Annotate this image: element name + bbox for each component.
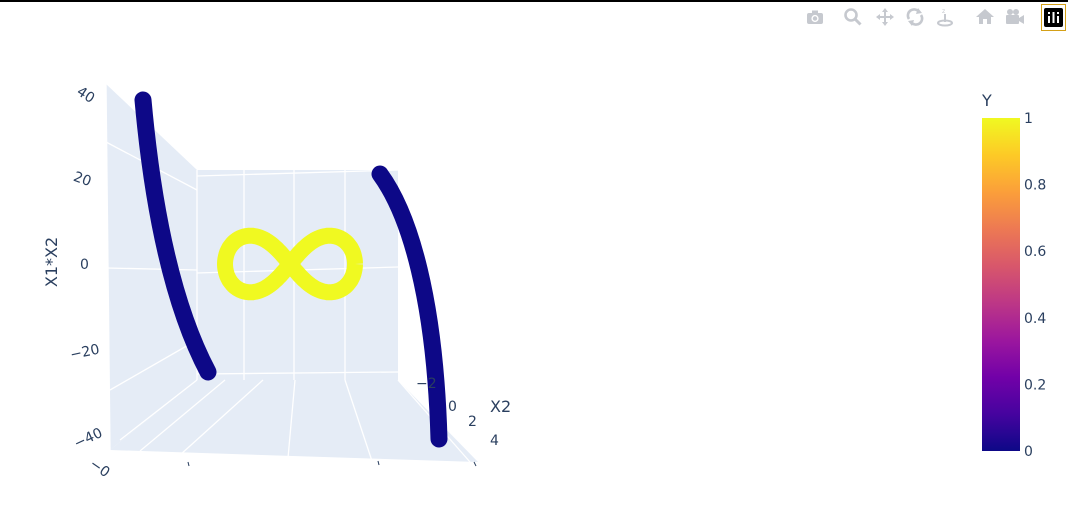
gridline — [139, 379, 226, 452]
scene-gridlines — [105, 83, 471, 463]
orbit-icon[interactable] — [902, 4, 928, 30]
x-tick-mark — [377, 460, 380, 466]
gridline — [109, 339, 198, 391]
y-tick-label: 0 — [448, 399, 457, 415]
colorbar-tick-label: 0.8 — [1024, 178, 1046, 194]
modebar: z — [800, 4, 1068, 32]
gridline — [119, 379, 198, 441]
camera-icon[interactable] — [802, 4, 828, 30]
plotly-logo-icon — [1044, 8, 1063, 27]
top-border — [0, 0, 1068, 2]
colorbar-tick-label: 0.4 — [1024, 311, 1046, 327]
left-wall — [106, 84, 197, 450]
home-icon[interactable] — [972, 4, 998, 30]
scatter-series[interactable] — [134, 91, 448, 448]
y-axis-title: X2 — [490, 397, 511, 416]
zoom-icon[interactable] — [840, 4, 866, 30]
floor — [110, 380, 478, 462]
x-tick-mark — [473, 461, 477, 467]
z-axis: 40 20 0 −20 −40 X1*X2 — [42, 84, 105, 452]
gridline — [287, 379, 296, 459]
y-tick-label: 2 — [468, 414, 477, 430]
gridline — [105, 83, 111, 451]
gridline — [196, 371, 399, 375]
camera-view-icon[interactable] — [1002, 4, 1028, 30]
turntable-icon[interactable]: z — [932, 4, 958, 30]
y-tick-label: −2 — [416, 376, 437, 392]
colorbar-tick-label: 1 — [1024, 111, 1033, 127]
z-tick-label: 40 — [74, 84, 98, 107]
colorbar-tick-label: 0 — [1024, 444, 1033, 460]
svg-text:z: z — [942, 8, 945, 15]
class-0-strand[interactable] — [371, 165, 448, 448]
colorbar-title: Y — [981, 91, 992, 110]
y-tick-label: 4 — [490, 433, 499, 449]
colorbar: Y 1 0.8 0.6 0.4 0.2 0 — [981, 91, 1046, 460]
gridline — [105, 267, 198, 271]
z-tick-label: 0 — [80, 257, 89, 273]
gridline — [179, 379, 264, 456]
scene-background — [106, 84, 478, 462]
plotly-logo[interactable] — [1041, 4, 1066, 31]
x-tick-mark — [187, 461, 190, 467]
z-tick-label: −20 — [69, 342, 101, 364]
y-axis: −2 0 2 4 X2 — [416, 376, 511, 449]
gridline — [196, 169, 399, 177]
colorbar-gradient — [982, 118, 1020, 451]
z-tick-label: −40 — [72, 425, 106, 452]
z-axis-title: X1*X2 — [42, 237, 61, 287]
colorbar-tick-label: 0.6 — [1024, 244, 1046, 260]
z-tick-label: 20 — [71, 169, 93, 190]
class-0-strand[interactable] — [134, 91, 217, 381]
pan-icon[interactable] — [872, 4, 898, 30]
class-1-figure-eight[interactable] — [217, 227, 363, 301]
x-tick-label: −0 — [86, 456, 112, 481]
gridline — [344, 379, 373, 462]
colorbar-tick-label: 0.2 — [1024, 377, 1046, 393]
